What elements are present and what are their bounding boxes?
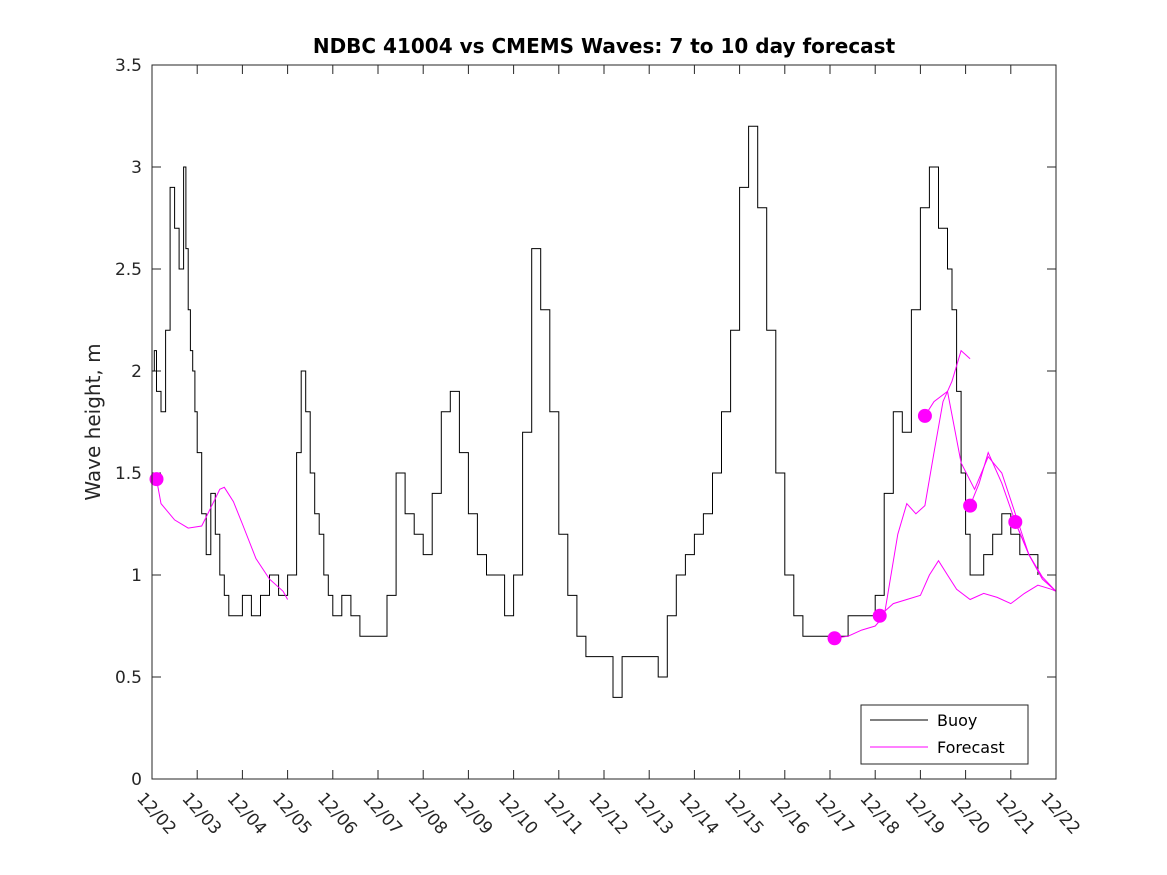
forecast-series-line <box>969 451 1057 592</box>
legend-forecast-label: Forecast <box>937 738 1005 757</box>
buoy-series-line <box>152 125 1039 698</box>
forecast-start-marker <box>1008 514 1023 529</box>
forecast-start-marker <box>149 472 164 487</box>
y-tick-label: 3 <box>131 158 142 178</box>
y-tick-label: 3.5 <box>115 56 142 76</box>
forecast-start-marker <box>963 498 978 513</box>
forecast-series-line <box>1014 521 1057 592</box>
y-tick-labels: 0 0.5 1 1.5 2 2.5 3 3.5 <box>115 56 142 790</box>
y-tick-label: 0.5 <box>115 668 142 688</box>
y-tick-label: 2.5 <box>115 260 142 280</box>
y-tick-label: 1 <box>131 566 142 586</box>
plot-area <box>152 65 1056 779</box>
legend-box <box>860 704 1029 765</box>
plot-frame <box>151 64 1057 780</box>
forecast-start-marker <box>872 608 887 623</box>
y-tick-label: 1.5 <box>115 464 142 484</box>
series-layer <box>152 125 1057 698</box>
y-axis-label: Wave height, m <box>81 343 105 500</box>
legend-buoy-label: Buoy <box>937 711 977 730</box>
forecast-markers <box>149 408 1023 646</box>
chart-title: NDBC 41004 vs CMEMS Waves: 7 to 10 day f… <box>313 34 896 58</box>
forecast-series-line <box>156 479 289 600</box>
forecast-series-line <box>879 559 1057 617</box>
forecast-start-marker <box>917 408 932 423</box>
forecast-start-marker <box>827 631 842 646</box>
legend: Buoy Forecast <box>860 704 1029 765</box>
forecast-series-line <box>834 349 971 639</box>
y-tick-label: 0 <box>131 770 142 790</box>
y-tick-label: 2 <box>131 362 142 382</box>
